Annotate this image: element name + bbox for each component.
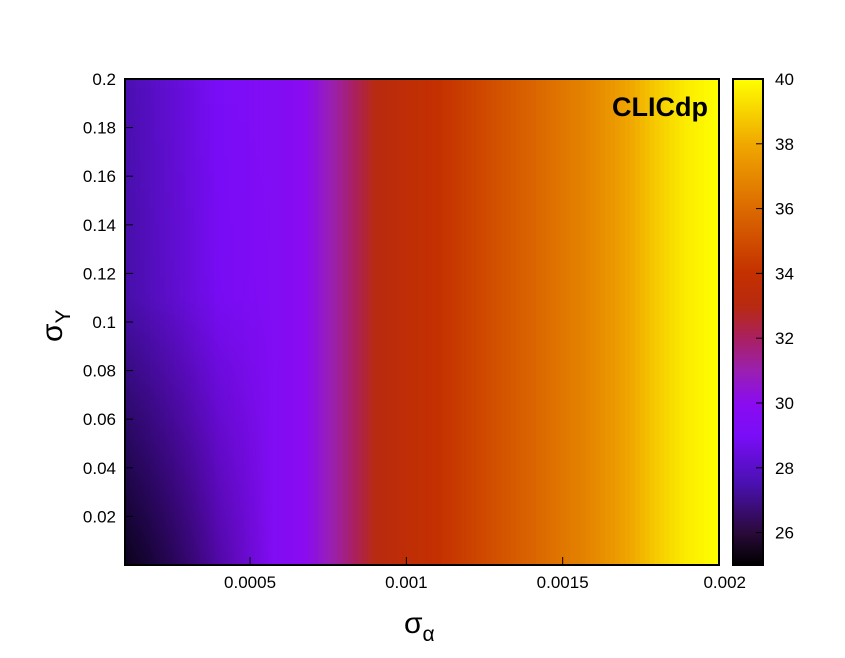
y-tick-label: 0.02 [83,507,116,526]
colorbar-tick-label: 30 [775,394,794,413]
bottom-left-darkening [125,79,719,565]
y-tick-label: 0.04 [83,459,116,478]
y-axis-label: σY [36,309,75,342]
colorbar-tick-label: 34 [775,264,794,283]
colorbar-ticks: 26 28 30 32 34 36 38 40 [756,70,794,543]
x-tick-label: 0.001 [385,573,428,592]
colorbar-tick-label: 26 [775,524,794,543]
y-tick-label: 0.1 [92,313,116,332]
colorbar-tick-label: 40 [775,70,794,89]
colorbar [732,78,764,566]
colorbar-tick-label: 36 [775,200,794,219]
y-axis-ticks: 0.02 0.04 0.06 0.08 0.1 0.12 0.14 0.16 0.18 0.2 [83,70,133,526]
y-tick-label: 0.08 [83,362,116,381]
y-tick-label: 0.14 [83,216,116,235]
x-tick-label: 0.0015 [537,573,589,592]
y-tick-label: 0.12 [83,264,116,283]
y-tick-label: 0.2 [92,70,116,89]
y-tick-label: 0.16 [83,167,116,186]
x-axis-ticks: 0.0005 0.001 0.0015 0.002 [224,557,746,592]
x-tick-label: 0.0005 [224,573,276,592]
y-tick-label: 0.06 [83,410,116,429]
chart-annotation: CLICdp [612,92,708,122]
x-tick-label: 0.002 [703,573,746,592]
colorbar-tick-label: 38 [775,135,794,154]
y-tick-label: 0.18 [83,119,116,138]
colorbar-tick-label: 28 [775,459,794,478]
x-axis-label: σα [404,607,435,646]
colorbar-tick-label: 32 [775,329,794,348]
